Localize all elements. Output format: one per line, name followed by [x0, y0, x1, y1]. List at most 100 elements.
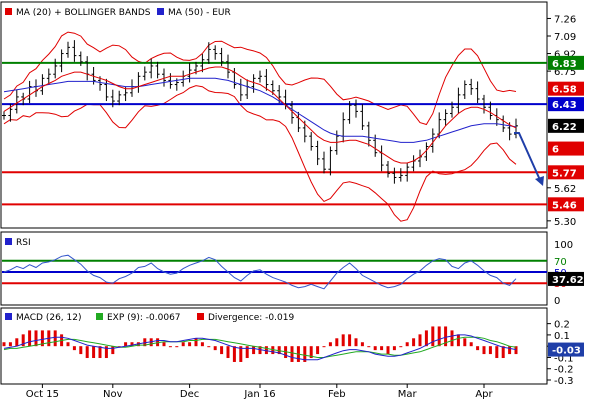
rsi-title: RSI [16, 238, 31, 248]
price-bar [213, 45, 218, 60]
price-bar [78, 51, 83, 66]
legend-ma20-label: MA (20) + BOLLINGER BANDS [16, 8, 151, 18]
rsi-panel-frame [0, 231, 548, 306]
price-bar [430, 128, 435, 153]
divergence-bar [392, 346, 396, 351]
price-bar [219, 47, 224, 66]
price-bar [245, 79, 250, 99]
divergence-bar [200, 342, 204, 347]
divergence-bar [149, 338, 153, 347]
value-badge-6: 6 [552, 145, 559, 156]
x-axis: Oct 15 Nov Dec Jan 16 Feb Mar Apr [26, 384, 494, 400]
rsi-value-badge-bg [548, 271, 584, 286]
divergence-bar [424, 330, 428, 347]
divergence-bar [386, 346, 390, 355]
divergence-bar [245, 346, 249, 359]
price-bar [315, 140, 320, 166]
price-bar [277, 85, 282, 104]
price-bar [341, 112, 346, 143]
divergence-bar [175, 346, 179, 348]
divergence-bar [8, 342, 12, 347]
price-bar [456, 87, 461, 114]
divergence-bar [98, 346, 102, 359]
divergence-bar [92, 346, 96, 359]
price-bar [354, 99, 358, 118]
rsi-tick-label: 0 [554, 296, 560, 307]
divergence-bar [213, 346, 217, 351]
price-bar [85, 56, 90, 81]
price-bar [347, 101, 352, 124]
macd-tick-label: 0.1 [554, 331, 570, 342]
divergence-bar [271, 346, 275, 355]
price-bar [411, 155, 416, 172]
price-bar [34, 79, 38, 97]
price-bar [392, 167, 397, 184]
level-badge-5-46: 5.46 [552, 200, 577, 211]
divergence-bar [482, 346, 486, 355]
price-bar [2, 111, 6, 120]
price-bar [66, 41, 70, 58]
divergence-bar [181, 342, 185, 347]
price-bar [258, 70, 262, 83]
divergence-bar [194, 338, 198, 347]
divergence-bar [360, 342, 364, 347]
price-bar [104, 78, 109, 102]
price-bar [309, 132, 314, 151]
divergence-bar [290, 346, 294, 362]
price-bar [418, 149, 422, 168]
price-bar [482, 94, 486, 114]
divergence-bar [328, 342, 332, 347]
level-badge-5-46-bg [548, 197, 584, 212]
price-bar [251, 74, 256, 93]
price-tick-label: 7.09 [554, 32, 576, 43]
level-badge-5-77-bg [548, 165, 584, 180]
macd-line [3, 334, 517, 361]
legend-signal-label: EXP (9): -0.0067 [107, 313, 181, 323]
price-bar [462, 80, 467, 99]
forecast-arrow [514, 132, 544, 186]
blue-square-icon [157, 8, 164, 15]
price-bar [8, 103, 13, 122]
price-bar [226, 54, 230, 79]
price-bar [475, 81, 480, 104]
divergence-bar [220, 346, 224, 355]
price-bar [405, 163, 410, 182]
divergence-bar [79, 346, 83, 355]
price-bar [53, 58, 58, 79]
x-tick-label: Mar [398, 389, 418, 400]
price-bar [59, 49, 64, 73]
divergence-bar [124, 342, 128, 347]
price-bar [46, 68, 51, 85]
divergence-bar [476, 346, 480, 351]
price-bar [162, 68, 166, 87]
divergence-bar [258, 346, 262, 355]
price-bar [322, 151, 326, 174]
price-bar [149, 58, 154, 79]
level-badge-6-83-bg [548, 55, 584, 70]
ma20-line [3, 66, 517, 164]
macd-value-badge: -0.03 [552, 346, 581, 357]
divergence-bar [34, 330, 38, 347]
price-bar [14, 89, 19, 114]
price-bar [27, 80, 32, 104]
legend-macd-label: MACD (26, 12) [16, 313, 82, 323]
divergence-bar [399, 346, 403, 348]
divergence-bar [335, 338, 339, 347]
divergence-bar [21, 334, 25, 347]
x-tick-label: Jan 16 [243, 389, 275, 400]
rsi-levels [2, 259, 547, 285]
divergence-bar [412, 338, 416, 347]
divergence-bar [488, 346, 492, 355]
macd-panel: MACD (26, 12) EXP (9): -0.0067 Divergenc… [0, 307, 584, 387]
price-tick-label: 6.92 [554, 50, 576, 61]
price-tick-label: 7.26 [554, 14, 576, 25]
price-bar [366, 121, 371, 147]
price-bar [136, 72, 141, 93]
price-panel-frame [0, 1, 548, 229]
divergence-bar [277, 346, 281, 355]
price-bar [488, 101, 493, 120]
ma50-line [3, 77, 517, 143]
rsi-tick-label: 100 [554, 240, 573, 251]
level-badge-5-77: 5.77 [552, 168, 577, 179]
